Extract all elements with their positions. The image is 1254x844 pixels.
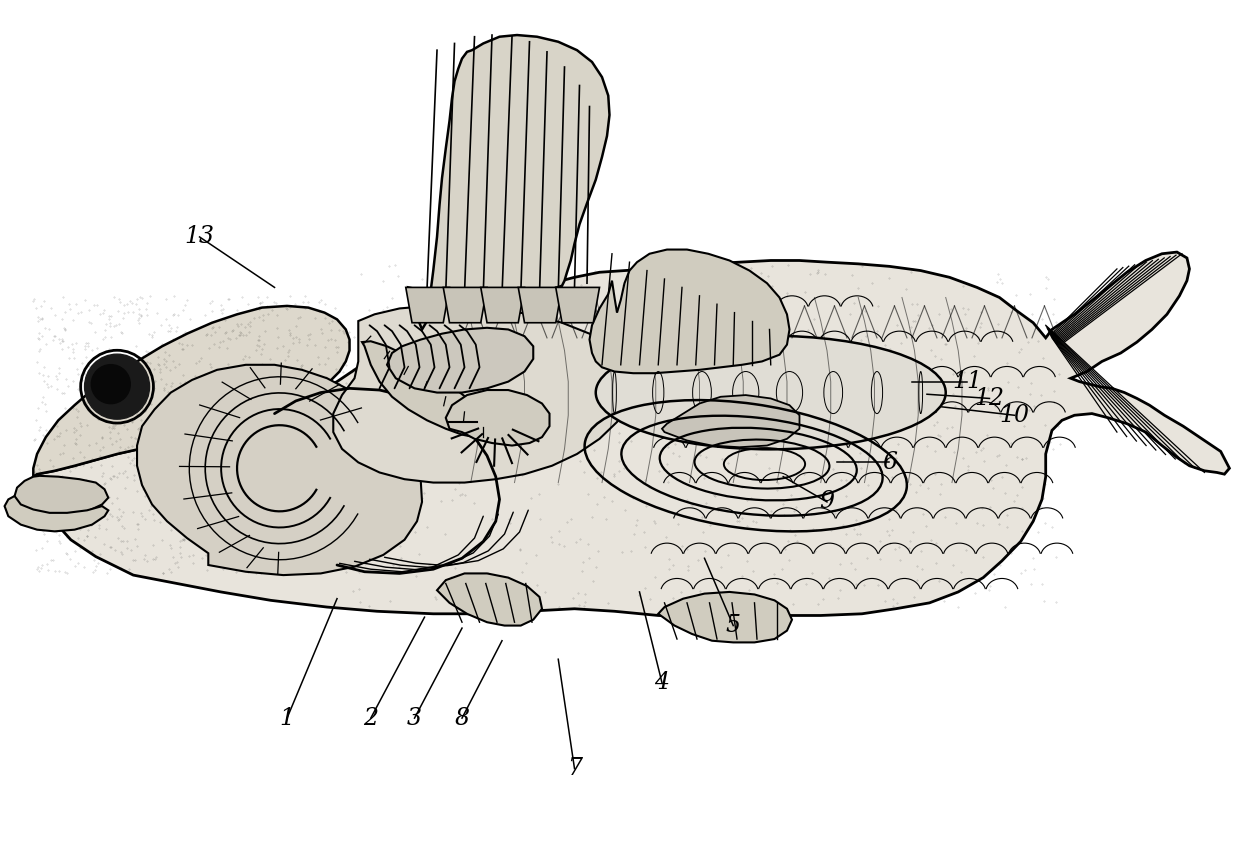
Text: 7: 7 [567,757,582,780]
Circle shape [84,354,149,419]
Polygon shape [409,35,609,329]
Polygon shape [34,306,350,477]
Polygon shape [658,592,793,642]
Text: 6: 6 [882,451,897,473]
Text: 3: 3 [408,706,423,729]
Text: 13: 13 [184,225,214,248]
Polygon shape [362,341,487,437]
Text: 2: 2 [364,706,379,729]
Polygon shape [387,327,533,392]
Ellipse shape [596,336,946,449]
Polygon shape [443,288,487,322]
Text: 10: 10 [999,403,1030,427]
Polygon shape [334,306,633,483]
Text: 8: 8 [454,706,469,729]
Text: 11: 11 [952,371,982,393]
Polygon shape [406,288,449,322]
Polygon shape [662,395,800,447]
Polygon shape [5,496,108,532]
Polygon shape [518,288,562,322]
Polygon shape [480,288,524,322]
Polygon shape [445,390,549,446]
Polygon shape [438,573,542,625]
Text: 12: 12 [974,387,1004,410]
Text: 5: 5 [726,614,741,637]
Text: 9: 9 [819,490,834,513]
Text: 1: 1 [280,706,295,729]
Text: 4: 4 [655,671,670,695]
Polygon shape [137,365,423,575]
Polygon shape [34,252,1229,617]
Polygon shape [556,288,599,322]
Polygon shape [15,476,108,517]
Circle shape [92,365,130,403]
Polygon shape [589,250,790,373]
